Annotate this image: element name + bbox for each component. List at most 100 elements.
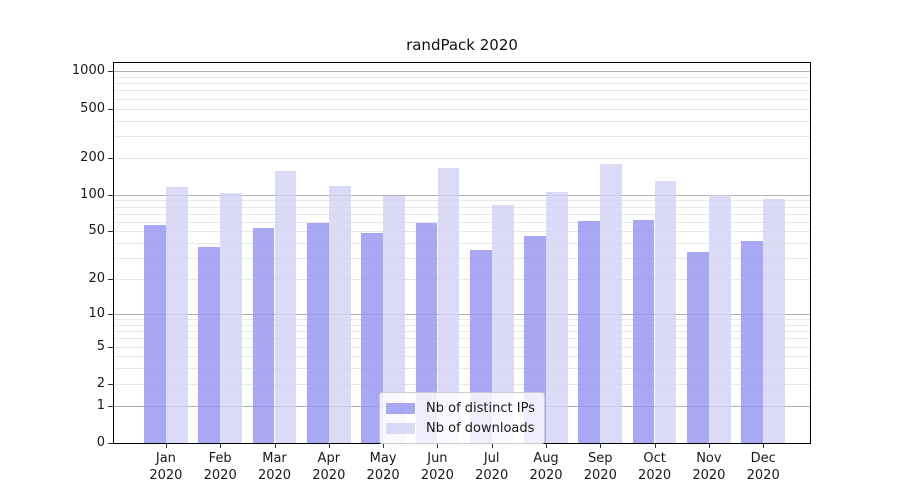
x-tick-label-oct: Oct 2020 [638,451,672,483]
bar-downloads-dec [763,199,786,443]
gridline-minor [114,206,810,208]
y-tick-label: 20 [88,271,105,287]
gridline-minor [114,243,810,245]
x-tick-mark [165,444,167,448]
x-tick-mark [546,444,547,448]
x-tick-label-nov: Nov 2020 [692,451,726,483]
y-tick-label: 200 [80,149,105,165]
gridline-minor [114,324,810,326]
y-tick-mark [108,313,113,315]
legend-item-distinct-ips: Nb of distinct IPs [386,398,536,418]
bar-distinct-ips-may [361,232,383,443]
bar-distinct-ips-aug [524,235,546,443]
y-tick-mark [108,194,113,196]
y-tick-mark [108,71,113,73]
gridline-minor [114,76,810,78]
bar-downloads-oct [654,181,677,443]
x-tick-mark [383,444,385,448]
bar-downloads-may [383,195,405,443]
x-tick-label-apr: Apr 2020 [312,451,346,483]
y-tick-label: 100 [80,186,105,202]
bar-distinct-ips-mar [252,228,275,443]
y-tick-label: 2 [96,375,105,391]
gridline-minor [114,258,810,260]
y-tick-mark [108,157,113,159]
bar-distinct-ips-oct [632,220,655,443]
gridline-minor [114,331,810,333]
chart-title: randPack 2020 [406,36,518,54]
y-tick-label: 50 [88,223,105,239]
x-tick-label-aug: Aug 2020 [529,451,563,483]
legend-swatch-downloads [386,422,415,434]
x-tick-mark [437,444,439,448]
y-tick-label: 500 [80,100,105,116]
x-tick-mark [328,444,330,448]
bar-distinct-ips-nov [687,251,709,443]
gridline-minor [114,98,810,100]
legend-swatch-distinct-ips [386,402,415,414]
gridline-major [114,313,810,315]
x-tick-label-mar: Mar 2020 [257,451,292,483]
gridline-minor [114,157,810,159]
y-tick-label: 5 [96,338,105,354]
x-tick-mark [491,444,493,448]
x-tick-mark [600,444,602,448]
y-tick-mark [108,346,113,348]
y-tick-mark [108,383,113,385]
bar-downloads-sep [600,163,623,443]
bar-downloads-jul [491,205,514,443]
gridline-minor [114,108,810,110]
x-tick-label-jan: Jan 2020 [149,451,183,483]
legend-label-downloads: Nb of downloads [426,420,535,436]
gridline-minor [114,383,810,385]
bar-distinct-ips-apr [306,222,329,443]
gridline-minor [114,213,810,215]
bar-downloads-jun [437,167,460,443]
x-tick-label-jun: Jun 2020 [420,451,454,483]
bar-downloads-apr [328,185,351,443]
x-tick-mark [220,444,222,448]
bar-distinct-ips-jan [144,225,166,443]
bar-downloads-feb [220,193,243,443]
x-tick-label-may: May 2020 [366,451,400,483]
gridline-major [114,71,810,73]
bar-downloads-jan [166,186,188,443]
x-tick-mark [708,444,710,448]
y-tick-mark [108,108,113,110]
bar-distinct-ips-feb [198,247,221,443]
y-tick-mark [108,405,113,407]
y-tick-label: 0 [96,435,105,450]
bar-distinct-ips-dec [741,240,764,443]
y-tick-label: 1000 [71,63,105,79]
gridline-minor [114,346,810,348]
gridline-minor [114,279,810,281]
x-tick-label-sep: Sep 2020 [583,451,617,483]
bar-downloads-aug [546,191,568,443]
x-tick-mark [763,444,765,448]
x-tick-mark [274,444,276,448]
y-tick-mark [108,279,113,281]
legend-label-distinct-ips: Nb of distinct IPs [426,400,535,416]
y-tick-label: 10 [88,305,105,321]
bar-distinct-ips-sep [578,220,601,443]
bar-downloads-mar [274,170,297,443]
gridline-minor [114,356,810,358]
gridline-minor [114,83,810,85]
x-tick-label-feb: Feb 2020 [203,451,237,483]
gridline-minor [114,221,810,223]
gridline-minor [114,338,810,340]
gridline-minor [114,231,810,233]
gridline-minor [114,90,810,92]
y-tick-mark [108,231,113,233]
legend-item-downloads: Nb of downloads [386,418,536,438]
gridline-minor [114,368,810,370]
x-tick-label-dec: Dec 2020 [746,451,780,483]
legend: Nb of distinct IPs Nb of downloads [379,392,545,444]
bar-downloads-nov [709,194,731,443]
y-tick-label: 1 [96,397,105,413]
y-tick-mark [108,443,113,444]
x-tick-label-jul: Jul 2020 [475,451,509,483]
bar-distinct-ips-jun [415,222,438,443]
plot-area: Nb of distinct IPs Nb of downloads [113,62,811,444]
